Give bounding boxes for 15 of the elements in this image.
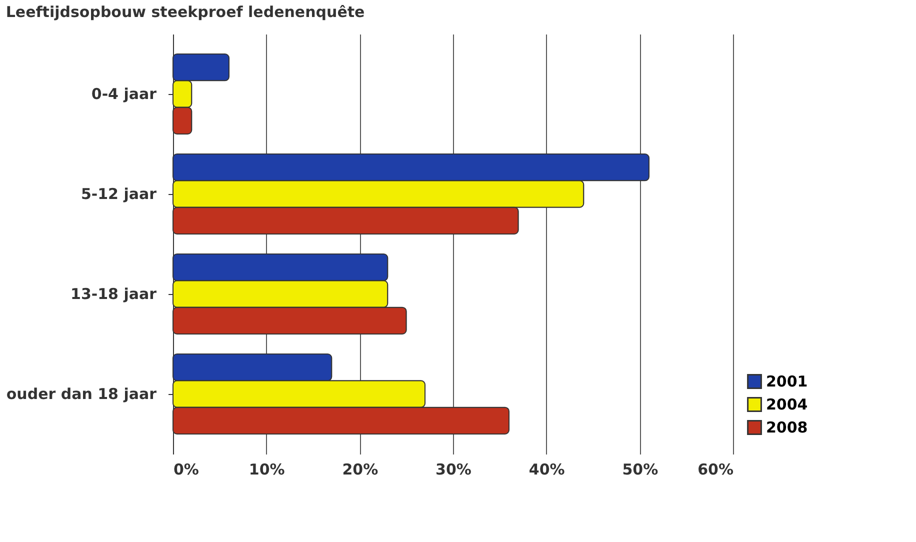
legend-label: 2001 bbox=[766, 372, 808, 390]
chart-title: Leeftijdsopbouw steekproef ledenenquête bbox=[6, 3, 365, 21]
x-tick-label: 10% bbox=[248, 460, 285, 478]
legend-label: 2004 bbox=[766, 396, 808, 414]
x-tick-label: 0% bbox=[174, 460, 199, 478]
x-tick-label: 40% bbox=[528, 460, 565, 478]
y-tick-label: 0-4 jaar bbox=[91, 85, 158, 103]
x-tick-label: 30% bbox=[436, 460, 472, 478]
legend-label: 2008 bbox=[766, 418, 808, 436]
y-tick-label: 13-18 jaar bbox=[70, 285, 158, 303]
y-tick-label: ouder dan 18 jaar bbox=[6, 385, 158, 403]
x-tick-label: 60% bbox=[698, 460, 734, 478]
y-tick-label: 5-12 jaar bbox=[80, 185, 158, 203]
x-tick-label: 20% bbox=[342, 460, 378, 478]
x-tick-label: 50% bbox=[622, 460, 658, 478]
